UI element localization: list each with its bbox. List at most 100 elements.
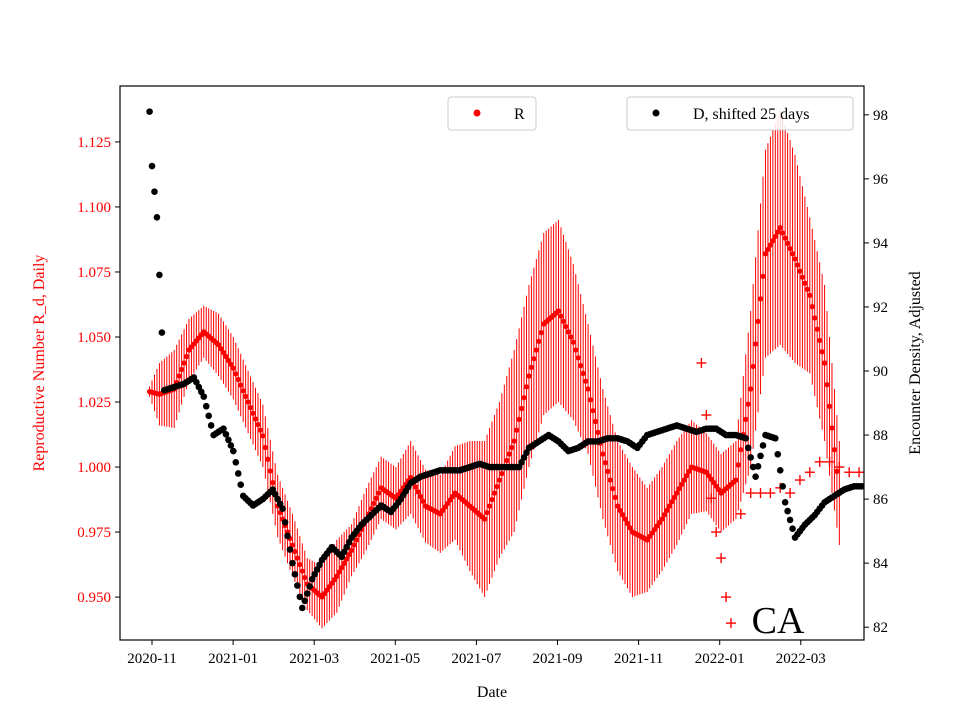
d-point <box>237 481 245 488</box>
r-point <box>745 401 751 407</box>
r-point <box>592 418 599 425</box>
d-point <box>200 393 208 400</box>
r-point <box>684 473 690 479</box>
y-right-tick-label: 92 <box>873 300 888 316</box>
y-left-tick-label: 1.000 <box>77 460 111 476</box>
r-point <box>504 457 510 464</box>
d-point <box>774 450 782 458</box>
r-point <box>484 509 490 516</box>
r-point <box>344 556 350 562</box>
r-point <box>262 444 268 451</box>
d-point <box>759 442 767 449</box>
d-point <box>158 329 166 336</box>
r-point <box>215 342 222 348</box>
r-point <box>755 318 761 324</box>
y-right-tick-label: 96 <box>873 172 889 188</box>
d-point <box>279 505 286 513</box>
r-point <box>297 561 303 568</box>
r-point <box>351 542 357 548</box>
r-point <box>555 308 562 314</box>
r-point <box>346 552 352 558</box>
r-point <box>294 555 300 561</box>
y-left-tick-label: 0.950 <box>77 590 111 606</box>
y-right-tick-label: 84 <box>873 556 889 572</box>
legend-r-box <box>447 96 537 131</box>
x-tick-label: 2021-09 <box>533 651 583 667</box>
r-point <box>799 274 806 280</box>
d-point <box>232 458 240 466</box>
r-point <box>417 493 424 500</box>
r-point <box>245 399 251 405</box>
r-point <box>595 429 601 435</box>
r-point <box>743 416 749 422</box>
r-point <box>782 235 788 241</box>
r-point <box>240 388 246 394</box>
x-tick-label: 2021-03 <box>289 651 339 667</box>
r-point <box>617 507 623 513</box>
r-point <box>814 326 820 332</box>
d-point <box>220 425 227 432</box>
r-point <box>255 421 261 428</box>
r-point <box>230 365 236 371</box>
r-point <box>573 347 579 353</box>
d-point <box>286 546 294 553</box>
d-point <box>784 507 791 515</box>
r-point <box>789 251 796 257</box>
d-point <box>779 482 787 490</box>
r-point <box>558 313 564 319</box>
r-point <box>371 500 377 507</box>
r-point <box>676 486 682 492</box>
r-point <box>509 444 515 451</box>
r-point <box>659 516 665 522</box>
plot-content <box>146 108 864 629</box>
d-point <box>752 473 759 480</box>
r-point <box>809 304 815 310</box>
r-point <box>521 395 527 401</box>
r-point <box>624 520 631 526</box>
y-right-tick-label: 82 <box>873 620 888 636</box>
r-point <box>292 548 298 555</box>
d-point <box>284 532 291 540</box>
r-point <box>243 393 249 399</box>
r-point <box>178 366 185 373</box>
d-point <box>202 402 210 410</box>
y-right-tick-label: 94 <box>873 236 889 252</box>
r-point <box>605 468 611 474</box>
legend-d-box <box>626 96 854 131</box>
r-point <box>615 503 621 509</box>
r-point <box>528 364 535 370</box>
r-point <box>489 496 495 503</box>
y-right-axis-label: Encounter Density, Adjusted <box>907 271 924 454</box>
r-point <box>523 384 530 390</box>
r-point <box>765 246 771 253</box>
d-point <box>786 516 794 524</box>
r-point <box>807 292 813 298</box>
d-point <box>281 519 289 526</box>
r-point <box>533 347 539 353</box>
r-point <box>819 349 825 355</box>
plot-layer <box>146 108 864 629</box>
r-point <box>748 386 754 392</box>
x-tick-label: 2020-11 <box>127 651 176 667</box>
legend-r-marker <box>473 109 481 117</box>
r-point <box>590 408 596 414</box>
r-point <box>674 490 680 496</box>
legend-r-label: R <box>514 106 525 123</box>
r-point <box>491 490 498 496</box>
y-right-tick-label: 86 <box>873 492 889 508</box>
r-point <box>772 233 778 240</box>
d-point <box>303 590 311 597</box>
r-point <box>260 433 266 439</box>
r-point <box>247 405 254 411</box>
y-left-axis-label: Reproductive Number R_d, Daily <box>31 255 48 472</box>
legend-r: R <box>447 96 537 131</box>
r-point <box>821 360 828 366</box>
d-point <box>153 213 161 221</box>
r-point <box>536 338 542 344</box>
r-point <box>575 355 581 361</box>
r-point <box>826 403 833 409</box>
r-point <box>176 373 182 379</box>
r-point <box>580 370 586 377</box>
y-right-tick-label: 98 <box>873 108 888 124</box>
r-point <box>824 382 830 388</box>
